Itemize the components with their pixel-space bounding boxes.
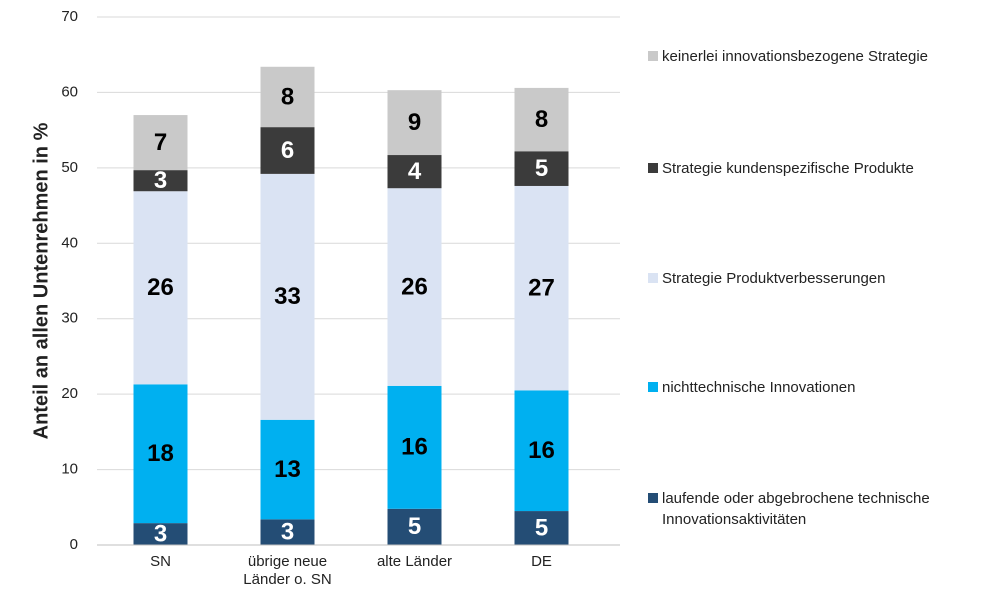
legend-label: laufende oder abgebrochene technische In… [662,490,930,528]
y-tick-label: 50 [61,159,78,176]
y-tick-label: 0 [70,536,78,553]
legend-swatch [648,163,658,173]
y-tick-label: 10 [61,461,78,478]
data-label: 6 [281,137,294,164]
data-label: 8 [281,83,294,110]
data-label: 3 [154,167,167,194]
y-tick-label: 40 [61,234,78,251]
bar-segment [514,511,569,545]
legend-label: Strategie kundenspezifische Produkte [662,160,914,177]
legend-swatch [648,493,658,503]
y-tick-label: 20 [61,385,78,402]
y-axis-label: Anteil an allen Untenrehmen in % [30,122,52,439]
bar-segment [260,519,315,545]
data-label: 26 [401,273,428,300]
bar-segment [133,115,188,171]
data-label: 13 [274,456,301,483]
bar-segment [514,87,569,152]
bar-segment [260,66,315,128]
bar-segment [514,185,569,391]
y-tick-label: 70 [61,8,78,25]
bar-segment [387,155,442,189]
x-tick-label: DE [531,553,552,570]
data-label: 26 [147,274,174,301]
bar-segment [387,385,442,509]
data-label: 7 [154,129,167,156]
data-label: 18 [147,440,174,467]
bar-segment [260,127,315,174]
data-label: 4 [408,158,422,185]
data-label: 16 [401,434,428,461]
x-tick-label: SN [150,553,171,570]
data-label: 3 [154,520,167,547]
bar-segment [387,188,442,386]
data-label: 16 [528,437,555,464]
x-tick-label: übrige neue Länder o. SN [243,553,332,588]
legend-swatch [648,51,658,61]
data-label: 5 [535,514,548,541]
legend-label: nichttechnische Innovationen [662,379,856,396]
bar-segment [133,191,188,385]
data-label: 33 [274,283,301,310]
y-tick-label: 30 [61,310,78,327]
bar-segment [260,419,315,520]
data-label: 5 [408,513,421,540]
data-label: 5 [535,155,548,182]
data-label: 27 [528,275,555,302]
x-tick-label: alte Länder [376,553,453,570]
bar-segment [133,170,188,192]
data-label: 9 [408,109,421,136]
bar-segment [514,151,569,186]
legend-swatch [648,273,658,283]
bar-segment [387,508,442,545]
legend-label: Strategie Produktverbesserungen [662,270,886,287]
legend-swatch [648,382,658,392]
bar-segment [387,90,442,156]
data-label: 8 [535,106,548,133]
bar-segment [133,384,188,524]
legend-label: keinerlei innovationsbezogene Strategie [662,48,929,65]
y-tick-label: 60 [61,83,78,100]
bar-segment [260,173,315,420]
data-label: 3 [281,519,294,546]
bar-segment [133,523,188,545]
bar-segment [514,390,569,512]
